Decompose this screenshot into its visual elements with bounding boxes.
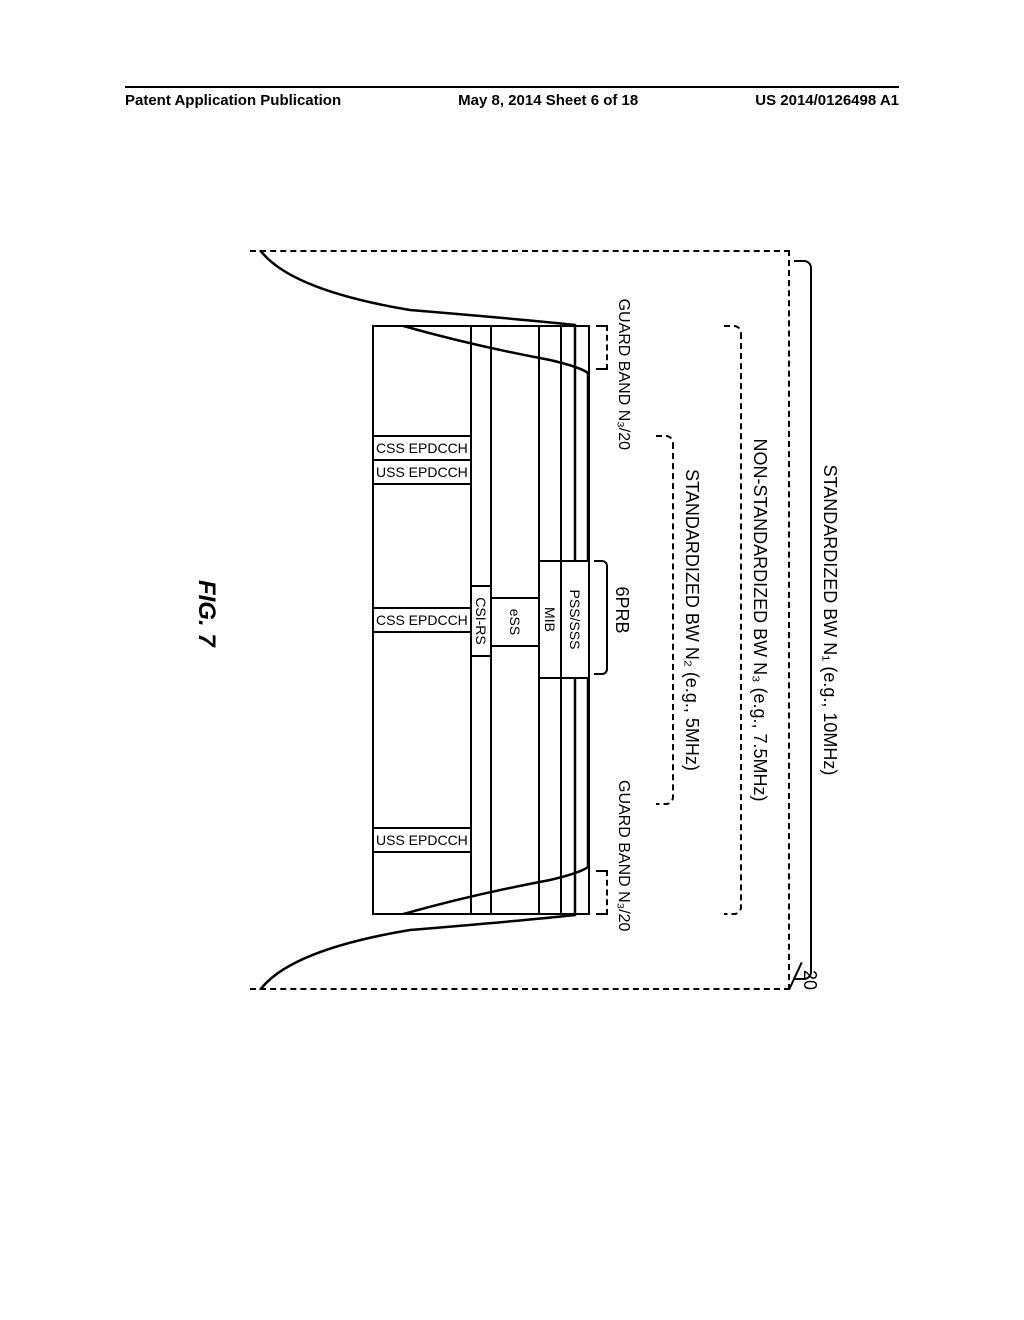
row-ess: eSS xyxy=(490,325,540,915)
diagram-area: 20 STANDARDIZED BW N₁ (e.g., 10MHz) NON-… xyxy=(160,240,860,1000)
guard-right-bracket xyxy=(596,870,608,915)
header-center: May 8, 2014 Sheet 6 of 18 xyxy=(458,92,638,109)
cell-psssss: PSS/SSS xyxy=(560,560,590,679)
bw-n3-label: NON-STANDARDIZED BW N₃ (e.g., 7.5MHz) xyxy=(749,370,770,870)
bw-n3-bracket xyxy=(724,325,742,915)
cell-css-center: CSS EPDCCH xyxy=(372,607,472,633)
bw-n1-bracket xyxy=(794,260,812,980)
cell-csirs: CSI-RS xyxy=(470,585,492,657)
header-left: Patent Application Publication xyxy=(125,92,341,109)
guard-left-bracket xyxy=(596,325,608,370)
bw-n1-label: STANDARDIZED BW N₁ (e.g., 10MHz) xyxy=(819,320,840,920)
guard-right-label: GUARD BAND N₃/20 xyxy=(614,780,632,960)
row-psssss: PSS/SSS xyxy=(560,325,590,915)
cell-ess: eSS xyxy=(490,597,540,647)
cell-mib: MIB xyxy=(538,560,562,679)
cell-uss-right: USS EPDCCH xyxy=(372,827,472,853)
prb-bracket xyxy=(594,560,608,675)
figure-rotated: 20 STANDARDIZED BW N₁ (e.g., 10MHz) NON-… xyxy=(160,240,860,1000)
figure-label: FIG. 7 xyxy=(192,580,220,647)
bw-n2-label: STANDARDIZED BW N₂ (e.g., 5MHz) xyxy=(681,440,702,800)
row-csirs: CSI-RS xyxy=(470,325,492,915)
row-epdcch: CSS EPDCCH USS EPDCCH CSS EPDCCH USS EPD… xyxy=(372,325,472,915)
cell-css-left: CSS EPDCCH xyxy=(372,435,472,461)
prb-label: 6PRB xyxy=(611,550,632,670)
guard-left-label: GUARD BAND N₃/20 xyxy=(614,280,632,450)
cell-uss-left: USS EPDCCH xyxy=(372,459,472,485)
bw-n2-bracket xyxy=(656,435,674,805)
row-mib: MIB xyxy=(538,325,562,915)
header-right: US 2014/0126498 A1 xyxy=(755,92,899,109)
